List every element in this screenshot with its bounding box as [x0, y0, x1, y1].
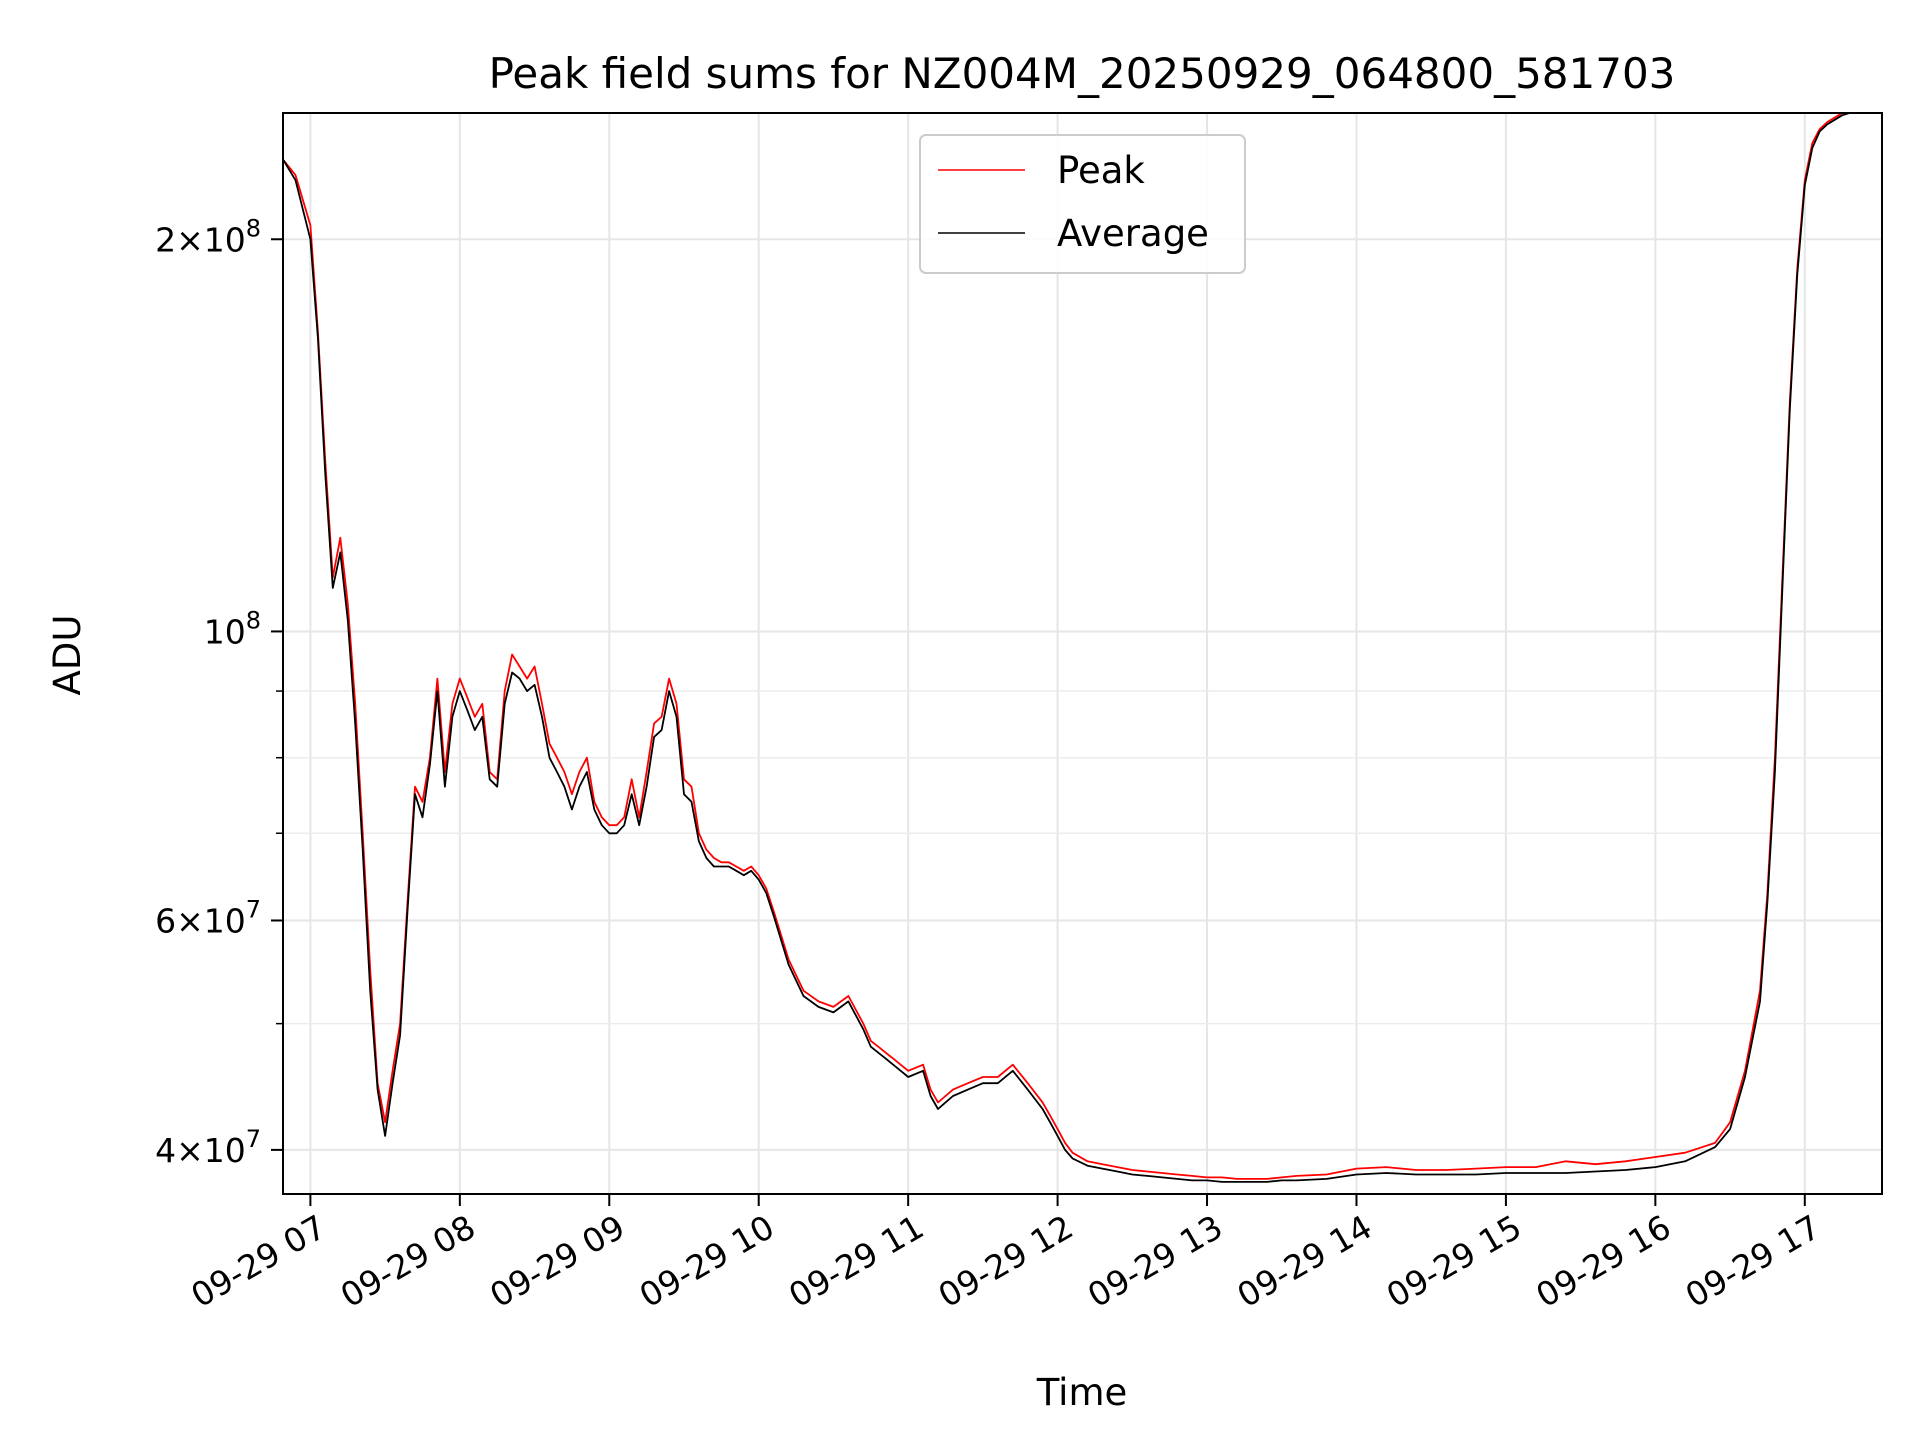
plot-area — [283, 113, 1880, 1183]
series-line-peak — [283, 113, 1880, 1180]
grid-lines — [283, 113, 1882, 1194]
y-tick-label: 108 — [204, 606, 261, 651]
y-tick-exponent: 8 — [246, 214, 261, 242]
legend: Peak Average — [919, 134, 1246, 274]
y-tick-exponent: 7 — [246, 895, 261, 923]
y-tick-base: 10 — [204, 1131, 246, 1170]
y-tick-exponent: 8 — [246, 606, 261, 634]
x-axis-label: Time — [1036, 1371, 1128, 1414]
y-tick-mantissa: 4 — [155, 1131, 176, 1170]
plot-frame — [282, 112, 1883, 1195]
series-line-average — [283, 113, 1880, 1183]
y-tick-label: 4×107 — [155, 1125, 261, 1170]
legend-label-average: Average — [1057, 212, 1209, 255]
y-tick-base: 10 — [204, 612, 246, 651]
y-tick-times: × — [176, 901, 204, 940]
y-tick-mantissa: 6 — [155, 901, 176, 940]
y-axis-label: ADU — [46, 615, 89, 696]
y-tick-label: 6×107 — [155, 895, 261, 940]
y-tick-exponent: 7 — [246, 1125, 261, 1153]
y-tick-mantissa: 2 — [155, 220, 176, 259]
y-tick-base: 10 — [204, 901, 246, 940]
series-layer — [283, 113, 1880, 1183]
chart-title: Peak field sums for NZ004M_20250929_0648… — [489, 49, 1676, 98]
y-tick-base: 10 — [204, 220, 246, 259]
legend-label-peak: Peak — [1057, 149, 1145, 192]
y-tick-times: × — [176, 220, 204, 259]
y-tick-times: × — [176, 1131, 204, 1170]
y-tick-label: 2×108 — [155, 214, 261, 259]
